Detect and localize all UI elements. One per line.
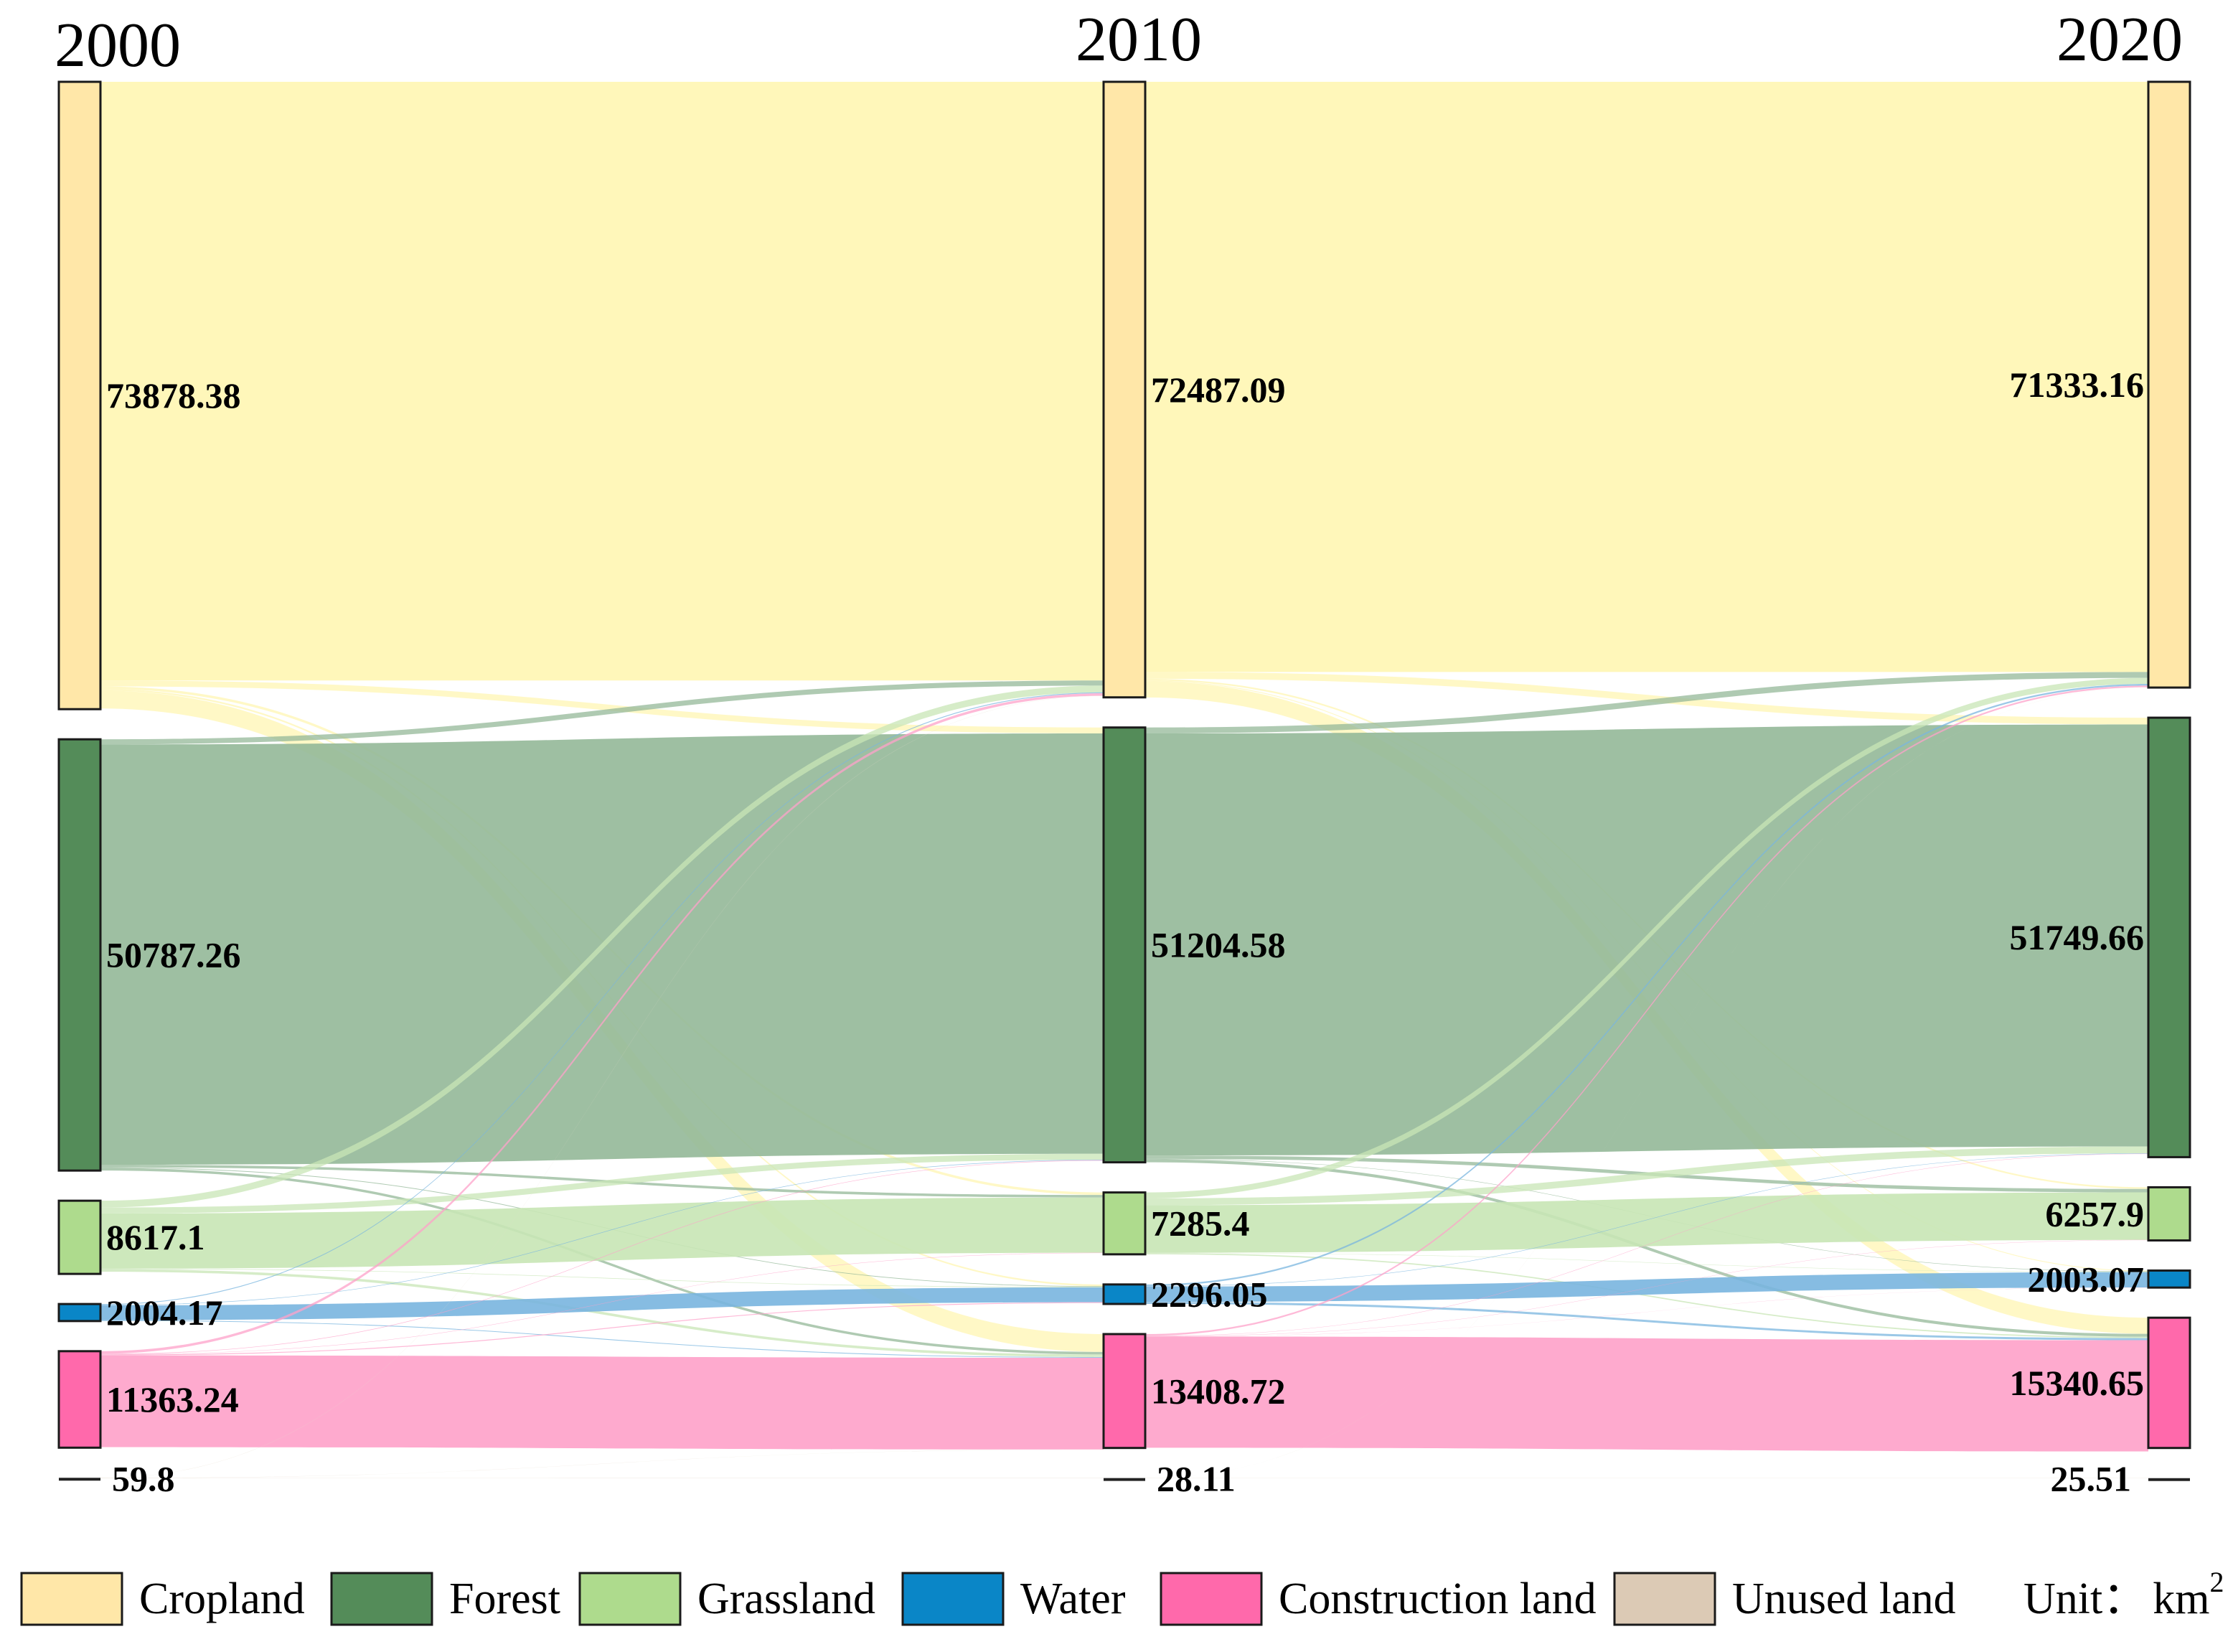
node-2010-cropland [1102,80,1147,699]
flow-2010-grassland-to-2020-forest [1145,1146,2148,1206]
value-label-2020-cropland: 71333.16 [2010,365,2145,405]
flow-2000-grassland-to-2010-water [100,1268,1104,1287]
flow-2000-construction-land-to-2010-construction-land [100,1355,1104,1450]
legend-swatch-unused-land [1613,1572,1716,1626]
node-2010-construction-land [1102,1333,1147,1450]
legend-swatch-cropland [20,1572,123,1626]
legend-label-water: Water [1020,1574,1126,1623]
node-2000-construction-land [57,1350,102,1449]
value-label-2010-unused-land: 28.11 [1157,1459,1236,1499]
unit-label: Unit： km2 [2023,1566,2224,1623]
value-label-2000-forest: 50787.26 [106,935,241,975]
value-label-2020-forest: 51749.66 [2010,917,2145,957]
legend-swatch-grassland [578,1572,682,1626]
flow-2000-forest-to-2010-cropland [100,680,1104,745]
value-label-2010-water: 2296.05 [1151,1274,1268,1314]
value-label-2000-water: 2004.17 [106,1292,223,1333]
flow-2010-unused-land-to-2020-cropland [1145,687,2148,1478]
node-2000-water [57,1303,102,1323]
node-2010-water [1102,1283,1147,1305]
legend-item-cropland: Cropland [20,1572,305,1626]
value-label-2020-construction-land: 15340.65 [2010,1363,2145,1403]
flow-2000-construction-land-to-2010-forest [100,1160,1104,1355]
flow-2010-grassland-to-2020-water [1145,1252,2148,1272]
flow-2000-water-to-2010-cropland [100,692,1104,1305]
value-label-2010-grassland: 7285.4 [1151,1203,1250,1244]
legend-label-unused-land: Unused land [1732,1574,1956,1623]
legend-item-water: Water [901,1572,1126,1626]
legend: Cropland Forest Grassland Water Construction… [20,1566,2224,1626]
node-2020-cropland [2147,80,2191,689]
flow-2000-forest-to-2010-construction-land [100,1168,1104,1355]
flow-2000-construction-land-to-2010-cropland [100,693,1104,1354]
legend-swatch-forest [330,1572,433,1626]
flow-2000-unused-land-to-2010-construction-land [100,1449,1104,1478]
flow-2010-cropland-to-2020-cropland [1145,82,2148,672]
flow-2000-unused-land-to-2010-cropland [100,695,1104,1478]
year-header-2010: 2010 [1076,5,1202,75]
flow-2010-construction-land-to-2020-water [1145,1287,2148,1337]
value-label-2000-grassland: 8617.1 [106,1217,205,1257]
node-2000-forest [57,738,102,1172]
flow-layer [100,82,2148,1479]
flow-2010-water-to-2020-construction-land [1145,1302,2148,1341]
flow-2010-water-to-2020-water [1145,1272,2148,1303]
flow-2000-water-to-2010-construction-land [100,1320,1104,1358]
legend-item-grassland: Grassland [578,1572,875,1626]
legend-item-unused-land: Unused land [1613,1572,1956,1626]
value-label-2010-forest: 51204.58 [1151,925,1286,965]
flow-2000-grassland-to-2010-grassland [100,1197,1104,1269]
flow-2000-grassland-to-2010-forest [100,1153,1104,1214]
node-2020-construction-land [2147,1316,2191,1450]
node-2010-grassland [1102,1191,1147,1256]
flow-2010-water-to-2020-forest [1145,1153,2148,1287]
label-layer: 73878.38 50787.26 8617.1 2004.17 11363.24 59.… [106,365,2144,1499]
flow-2000-grassland-to-2010-construction-land [100,1269,1104,1357]
value-label-2020-unused-land: 25.51 [2051,1459,2132,1499]
year-headers: 2000 2010 2020 [55,5,2183,80]
flow-2000-grassland-to-2010-cropland [100,685,1104,1208]
legend-label-cropland: Cropland [139,1574,305,1623]
legend-swatch-construction-land [1160,1572,1263,1626]
node-layer [57,80,2191,1481]
flow-2010-construction-land-to-2020-grassland [1145,1239,2148,1337]
legend-item-construction-land: Construction land [1160,1572,1597,1626]
flow-2010-cropland-to-2020-forest [1145,672,2148,725]
flow-2010-water-to-2020-cropland [1145,683,2148,1287]
node-2000-cropland [57,80,102,710]
flow-2010-forest-to-2020-construction-land [1145,1159,2148,1337]
value-label-2000-construction-land: 11363.24 [106,1379,239,1419]
legend-label-grassland: Grassland [697,1574,875,1623]
value-label-2020-water: 2003.07 [2028,1259,2145,1299]
node-2020-forest [2147,716,2191,1158]
legend-label-forest: Forest [449,1574,560,1623]
flow-2010-grassland-to-2020-grassland [1145,1192,2148,1253]
flow-2010-grassland-to-2020-cropland [1145,677,2148,1198]
value-label-2020-grassland: 6257.9 [2046,1193,2145,1234]
value-label-2000-unused-land: 59.8 [112,1458,175,1498]
year-header-2000: 2000 [55,11,181,80]
value-label-2010-construction-land: 13408.72 [1151,1371,1286,1411]
flow-2000-construction-land-to-2010-grassland [100,1252,1104,1355]
flow-2000-construction-land-to-2010-water [100,1302,1104,1356]
flow-2010-construction-land-to-2020-construction-land [1145,1336,2148,1452]
legend-swatch-water [901,1572,1005,1626]
legend-item-forest: Forest [330,1572,560,1626]
legend-label-construction-land: Construction land [1279,1574,1597,1623]
flow-2000-cropland-to-2010-cropland [100,82,1104,681]
node-2000-grassland [57,1199,102,1275]
flow-2010-grassland-to-2020-construction-land [1145,1253,2148,1338]
value-label-2010-cropland: 72487.09 [1151,370,1286,410]
node-2020-water [2147,1269,2191,1289]
flow-2010-construction-land-to-2020-cropland [1145,685,2148,1336]
value-label-2000-cropland: 73878.38 [106,375,241,416]
node-2010-forest [1102,726,1147,1164]
flow-2000-cropland-to-2010-forest [100,680,1104,734]
flow-2000-water-to-2010-forest [100,1160,1104,1306]
year-header-2020: 2020 [2056,5,2183,75]
flow-2010-forest-to-2020-cropland [1145,672,2148,734]
flow-2010-construction-land-to-2020-forest [1145,1153,2148,1336]
node-2020-grassland [2147,1186,2191,1242]
